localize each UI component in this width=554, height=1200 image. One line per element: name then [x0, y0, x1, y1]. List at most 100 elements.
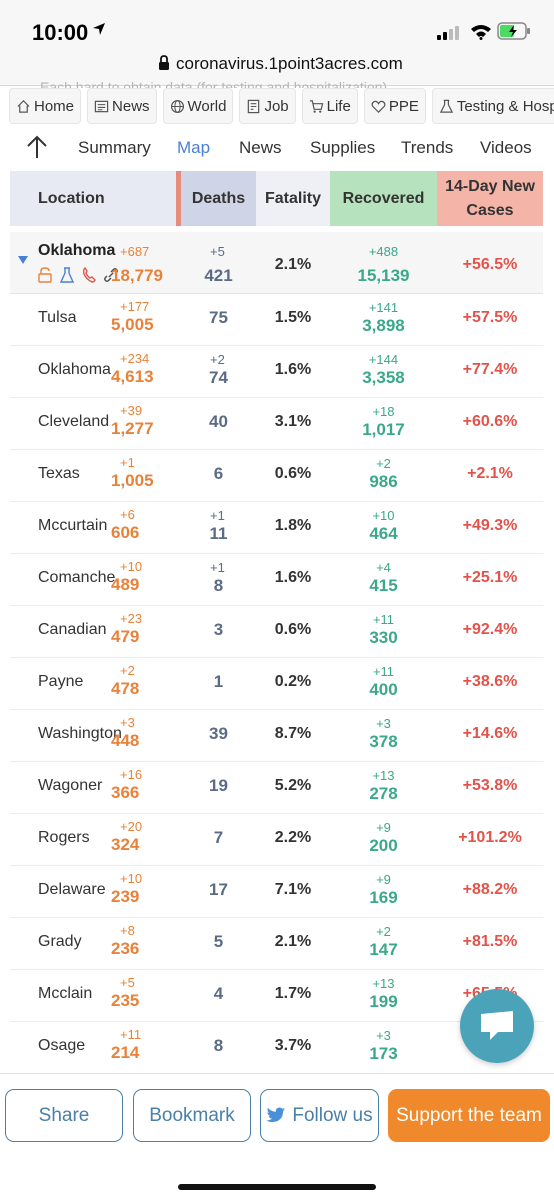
header-location[interactable]: Location: [10, 171, 178, 226]
county-new-cases: +81.5%: [462, 933, 518, 950]
table-row[interactable]: Canadian +23 479 3 0.6% +11 330 +92.4%: [10, 606, 543, 658]
county-cases: 606: [111, 523, 140, 542]
header-new-cases[interactable]: 14-Day New Cases: [437, 171, 543, 226]
county-cases: 478: [111, 679, 140, 698]
county-recovered-delta: +2: [376, 456, 391, 471]
nav-testing-label: Testing & Hospitals: [456, 97, 554, 115]
county-recovered-delta: +10: [372, 508, 395, 523]
county-fatality: 1.6%: [274, 569, 312, 586]
news-icon: [94, 100, 109, 112]
county-new-cases: +25.1%: [462, 569, 518, 586]
flask-icon[interactable]: [60, 267, 74, 283]
unlock-icon[interactable]: [38, 267, 52, 283]
county-cases-delta: +234: [120, 351, 150, 366]
tab-summary[interactable]: Summary: [78, 138, 151, 157]
tab-map[interactable]: Map: [177, 138, 211, 157]
county-cases: 324: [111, 835, 140, 854]
tab-videos[interactable]: Videos: [480, 138, 532, 157]
county-recovered: 147: [369, 940, 398, 959]
county-cases-delta: +2: [120, 663, 135, 678]
county-recovered-delta: +13: [372, 976, 395, 991]
table-row[interactable]: Wagoner +16 366 19 5.2% +13 278 +53.8%: [10, 762, 543, 814]
county-new-cases: +2.1%: [467, 465, 513, 482]
table-row[interactable]: Osage +11 214 8 3.7% +3 173: [10, 1022, 543, 1074]
tab-supplies[interactable]: Supplies: [310, 138, 376, 157]
county-recovered-delta: +144: [368, 352, 399, 367]
nav-news-label: News: [112, 97, 150, 115]
nav-news-button[interactable]: News: [87, 88, 157, 124]
home-indicator: [178, 1184, 376, 1190]
county-cases-delta: +16: [120, 767, 143, 782]
collapse-caret-icon[interactable]: [18, 256, 28, 264]
nav-world-button[interactable]: World: [162, 88, 234, 124]
heart-icon: [371, 100, 386, 113]
county-deaths: 11: [209, 524, 228, 543]
url-text[interactable]: coronavirus.1point3acres.com: [176, 54, 403, 73]
table-row[interactable]: Rogers +20 324 7 2.2% +9 200 +101.2%: [10, 814, 543, 866]
county-deaths: 74: [209, 368, 228, 387]
county-name: Washington: [38, 725, 122, 742]
table-row[interactable]: Comanche +10 489 +1 8 1.6% +4 415 +25.1%: [10, 554, 543, 606]
table-row[interactable]: Texas +1 1,005 6 0.6% +2 986 +2.1%: [10, 450, 543, 502]
nav-ppe-button[interactable]: PPE: [363, 88, 426, 124]
tab-trends[interactable]: Trends: [401, 138, 454, 157]
county-deaths-delta: +1: [210, 508, 225, 523]
header-recovered[interactable]: Recovered: [330, 171, 437, 226]
county-name: Texas: [38, 465, 80, 482]
nav-life-button[interactable]: Life: [301, 88, 358, 124]
county-name: Cleveland: [38, 413, 110, 430]
table-row[interactable]: Tulsa +177 5,005 75 1.5% +141 3,898 +57.5%: [10, 294, 543, 346]
county-cases-delta: +1: [120, 455, 135, 470]
table-row[interactable]: Cleveland +39 1,277 40 3.1% +18 1,017 +60.6%: [10, 398, 543, 450]
table-row[interactable]: Oklahoma +234 4,613 +2 74 1.6% +144 3,358 +77.4%: [10, 346, 543, 398]
county-recovered-delta: +9: [376, 872, 391, 887]
county-fatality: 0.2%: [274, 673, 312, 690]
follow-button[interactable]: Follow us: [260, 1089, 379, 1142]
county-deaths: 4: [213, 984, 224, 1003]
category-nav: Home News World Job Life PPE Testing & H…: [0, 88, 554, 126]
table-row[interactable]: Grady +8 236 5 2.1% +2 147 +81.5%: [10, 918, 543, 970]
bookmark-button[interactable]: Bookmark: [133, 1089, 251, 1142]
status-bar: 10:00: [0, 0, 554, 50]
scroll-to-top-icon[interactable]: [26, 134, 48, 160]
chat-button[interactable]: [460, 989, 534, 1063]
table-row[interactable]: Payne +2 478 1 0.2% +11 400 +38.6%: [10, 658, 543, 710]
share-button[interactable]: Share: [5, 1089, 123, 1142]
support-button[interactable]: Support the team: [388, 1089, 550, 1142]
nav-ppe-label: PPE: [388, 97, 419, 115]
link-icon[interactable]: [104, 267, 118, 283]
nav-world-label: World: [187, 97, 227, 115]
county-cases: 366: [111, 783, 140, 802]
url-bar[interactable]: coronavirus.1point3acres.com: [0, 50, 554, 86]
twitter-icon: [266, 1107, 286, 1122]
county-cases: 4,613: [111, 367, 154, 386]
county-name: Rogers: [38, 829, 90, 846]
county-recovered: 3,358: [362, 368, 405, 387]
nav-job-button[interactable]: Job: [239, 88, 296, 124]
table-row[interactable]: Washington +3 448 39 8.7% +3 378 +14.6%: [10, 710, 543, 762]
state-icons: [38, 267, 118, 283]
job-icon: [248, 99, 260, 113]
county-new-cases: +60.6%: [462, 413, 518, 430]
tab-news[interactable]: News: [239, 138, 282, 157]
county-deaths: 39: [209, 724, 228, 743]
county-deaths: 7: [213, 828, 224, 847]
header-deaths[interactable]: Deaths: [181, 171, 256, 226]
table-row[interactable]: Delaware +10 239 17 7.1% +9 169 +88.2%: [10, 866, 543, 918]
nav-testing-button[interactable]: Testing & Hospitals: [431, 88, 554, 124]
nav-home-button[interactable]: Home: [9, 88, 82, 124]
state-row[interactable]: Oklahoma +687 18,779 +5 421 2.1% +488 15…: [10, 232, 543, 294]
chat-icon: [481, 1011, 513, 1040]
state-fatality: 2.1%: [274, 256, 312, 273]
state-deaths-delta: +5: [210, 244, 225, 259]
header-fatality[interactable]: Fatality: [256, 171, 330, 226]
home-icon: [17, 99, 30, 113]
table-row[interactable]: Mccurtain +6 606 +1 11 1.8% +10 464 +49.3%: [10, 502, 543, 554]
phone-icon[interactable]: [82, 267, 96, 283]
county-name: Canadian: [38, 621, 107, 638]
county-recovered-delta: +11: [372, 664, 395, 679]
state-cases: 18,779: [111, 266, 163, 285]
county-cases-delta: +10: [120, 871, 143, 886]
nav-job-label: Job: [264, 97, 289, 115]
county-name: Mccurtain: [38, 517, 108, 534]
